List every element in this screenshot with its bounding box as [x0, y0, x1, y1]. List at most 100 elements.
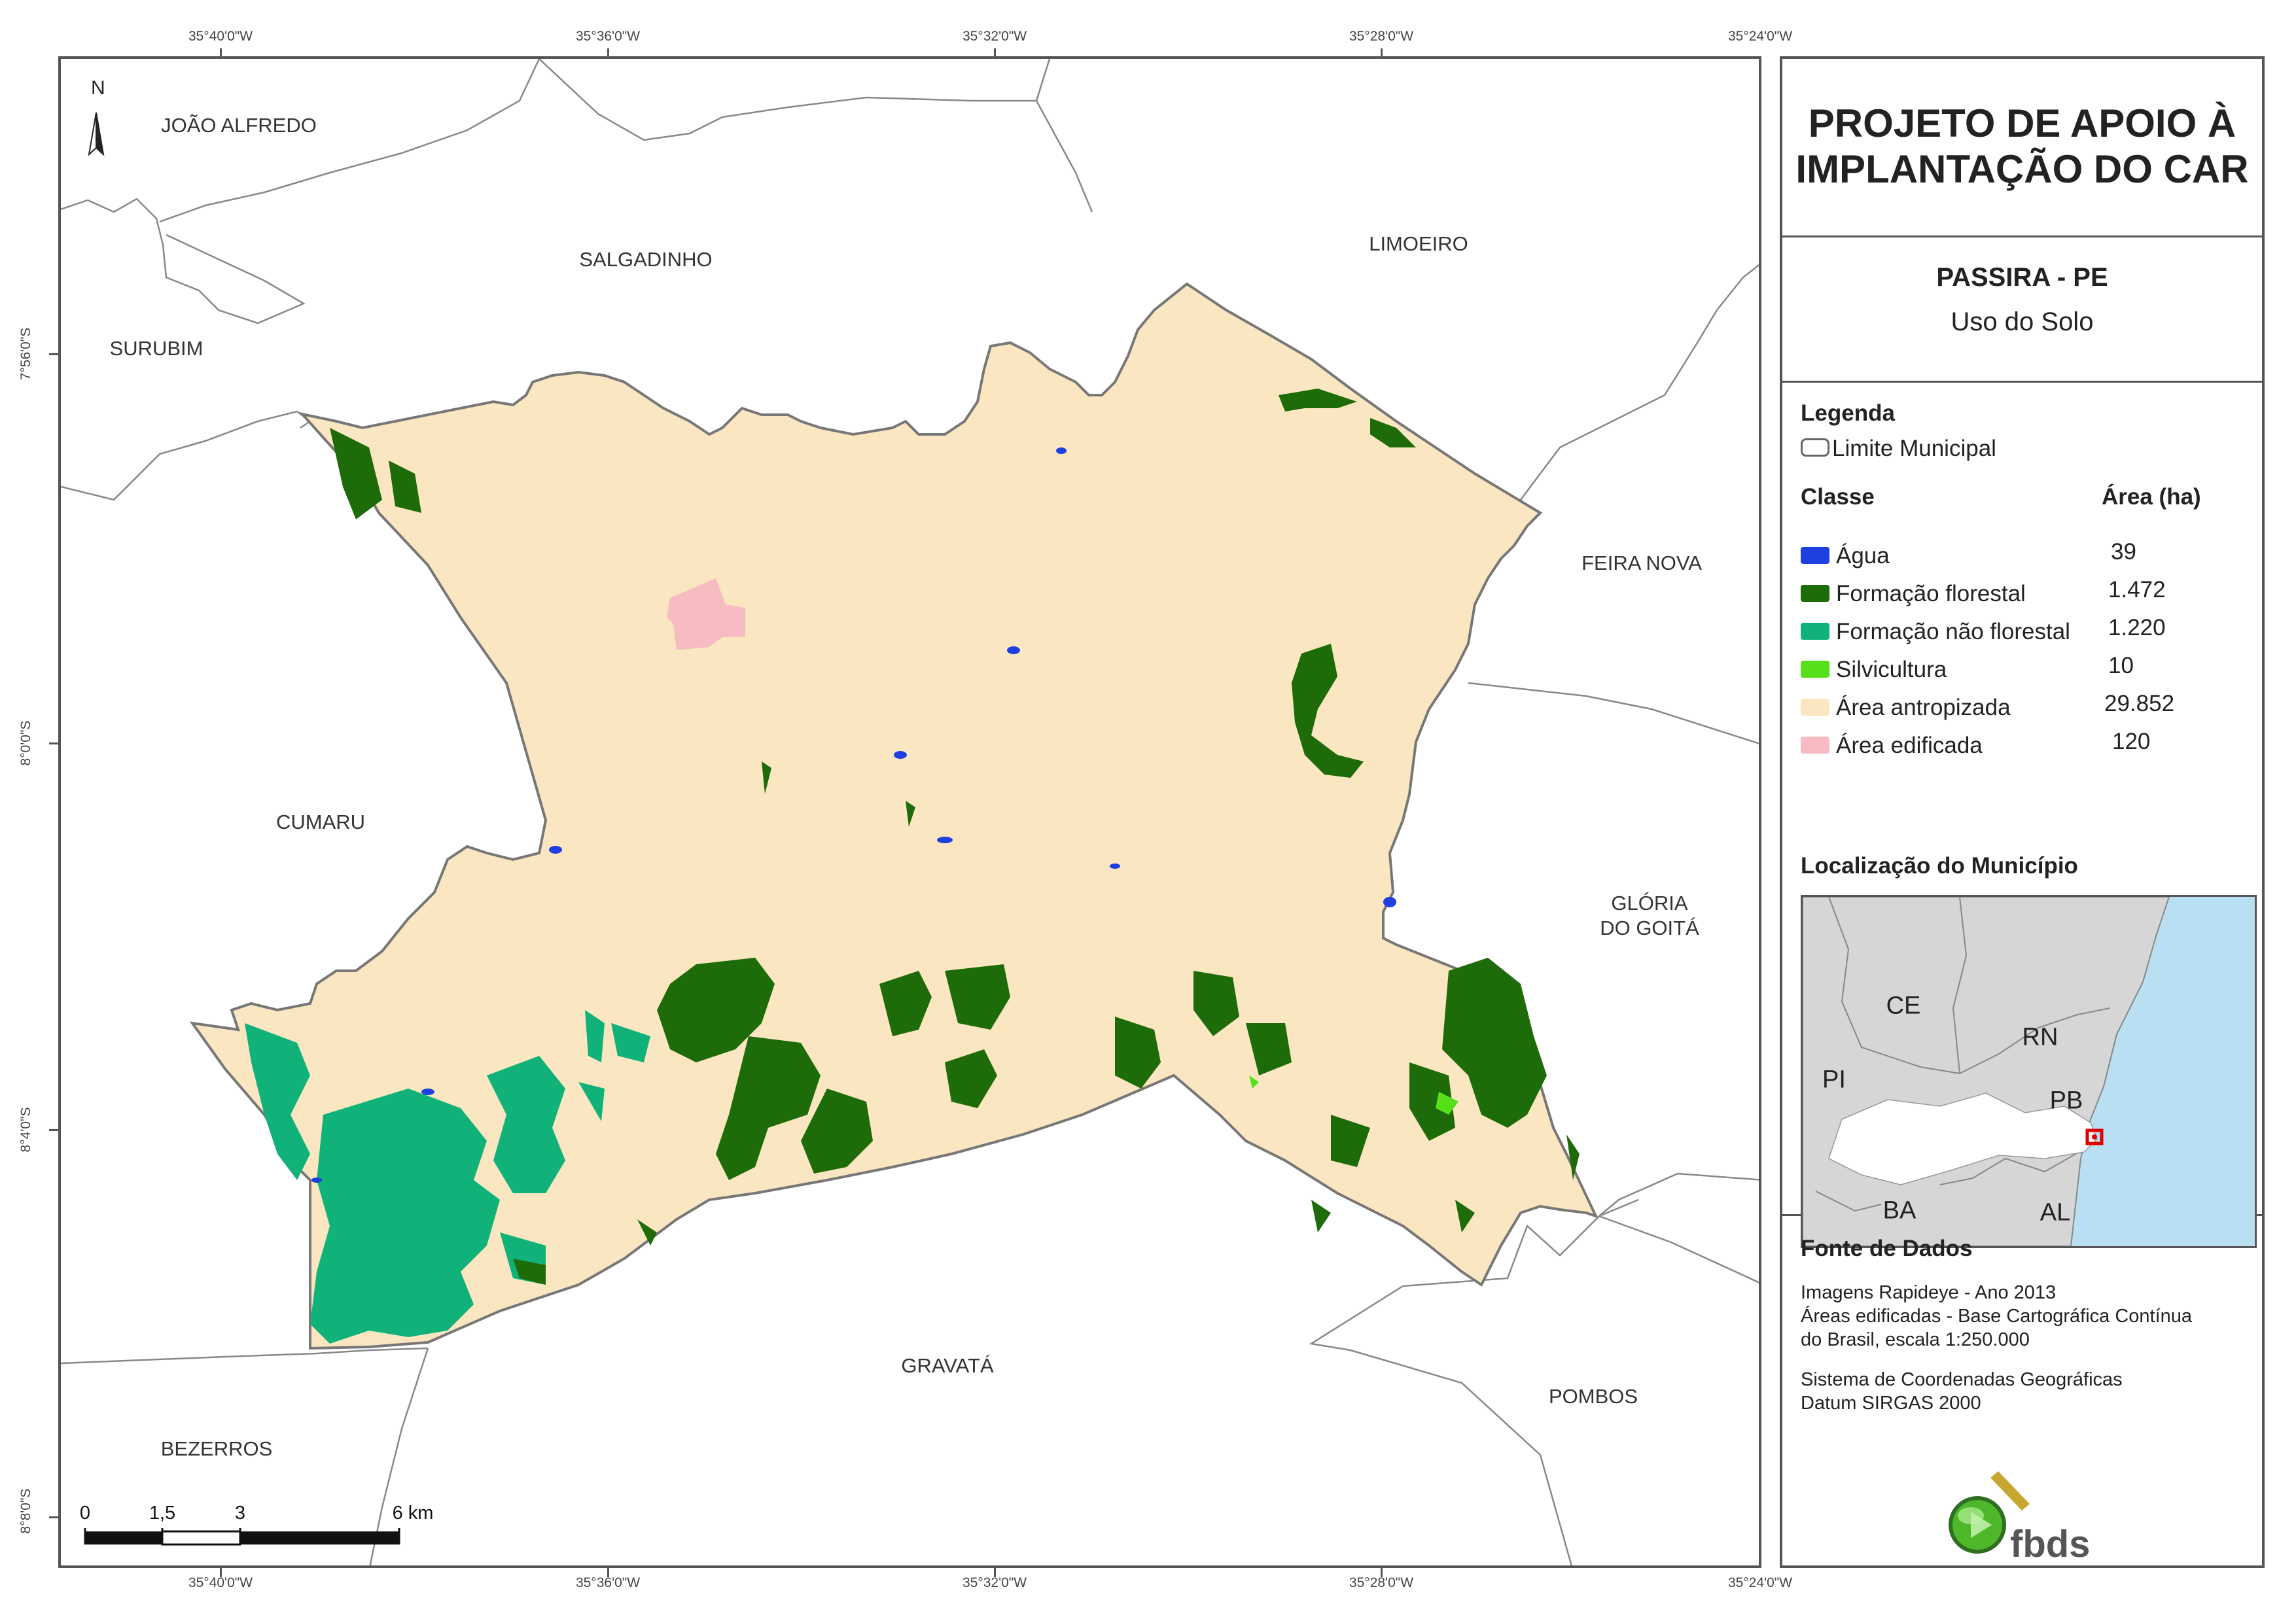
class-area: 29.852 — [2104, 691, 2175, 716]
source-line-4: Sistema de Coordenadas Geográficas — [1801, 1369, 2123, 1390]
silviculture-patches — [1249, 1075, 1458, 1115]
class-label: Água — [1836, 543, 1890, 568]
coord-top-5: 35°24'0"W — [1727, 29, 1793, 44]
tick — [49, 742, 58, 744]
area-heading: Área (ha) — [2102, 484, 2201, 510]
inset-label-al: AL — [2040, 1198, 2071, 1227]
coord-bottom-5: 35°24'0"W — [1727, 1575, 1793, 1590]
label-bezerros: BEZERROS — [160, 1437, 273, 1460]
label-cumaru: CUMARU — [275, 811, 366, 833]
source-line-3: do Brasil, escala 1:250.000 — [1801, 1329, 2030, 1350]
source-line-2: Áreas edificadas - Base Cartográfica Con… — [1801, 1306, 2193, 1327]
class-swatch — [1801, 623, 1829, 640]
tick — [1381, 1568, 1383, 1577]
theme-title: Uso do Solo — [1951, 307, 2094, 336]
coord-top-2: 35°36'0"W — [575, 29, 641, 44]
place-section: PASSIRA - PE Uso do Solo — [1782, 236, 2262, 383]
legend-panel: PROJETO DE APOIO À IMPLANTAÇÃO DO CAR PA… — [1780, 56, 2265, 1568]
tick — [220, 1568, 222, 1577]
label-pombos: POMBOS — [1548, 1385, 1638, 1408]
scale-label-1: 1,5 — [149, 1503, 176, 1524]
scale-label-3: 3 — [234, 1503, 246, 1524]
coord-bottom-2: 35°36'0"W — [575, 1575, 641, 1590]
scale-label-6: 6 km — [392, 1503, 434, 1524]
coord-top-1: 35°40'0"W — [188, 29, 253, 44]
label-joao-alfredo: JOÃO ALFREDO — [161, 114, 317, 137]
coord-left-1: 7°56'0"S — [18, 327, 33, 381]
label-limoeiro: LIMOEIRO — [1369, 232, 1468, 255]
tick — [49, 353, 58, 355]
inset-label-pi: PI — [1822, 1066, 1846, 1094]
legend-heading: Legenda — [1801, 400, 1895, 426]
source-heading: Fonte de Dados — [1801, 1236, 1973, 1261]
tick — [220, 48, 222, 58]
tick — [607, 48, 609, 58]
coord-bottom-3: 35°32'0"W — [962, 1575, 1027, 1590]
locator-svg — [1803, 897, 2170, 1246]
class-area: 120 — [2112, 729, 2151, 754]
tick — [49, 1129, 58, 1131]
coord-left-4: 8°8'0"S — [18, 1488, 33, 1534]
class-label: Área edificada — [1836, 733, 1983, 758]
forest-patches — [330, 389, 1580, 1285]
coord-top-3: 35°32'0"W — [962, 29, 1027, 44]
title-section: PROJETO DE APOIO À IMPLANTAÇÃO DO CAR — [1782, 59, 2262, 237]
class-area: 10 — [2108, 653, 2134, 678]
class-swatch — [1801, 585, 1829, 602]
inset-label-pb: PB — [2049, 1087, 2083, 1115]
legend-section: Legenda Limite Municipal Classe Área (ha… — [1782, 381, 2262, 1248]
class-area: 1.472 — [2108, 577, 2166, 602]
coord-bottom-1: 35°40'0"W — [188, 1575, 253, 1590]
urban-area — [667, 578, 745, 650]
label-surubim: SURUBIM — [109, 337, 203, 360]
location-heading: Localização do Município — [1801, 853, 2078, 879]
locator-map[interactable]: CE RN PI PB BA AL — [1801, 895, 2257, 1248]
inset-label-ce: CE — [1886, 992, 1921, 1020]
tick — [994, 1568, 996, 1577]
class-label: Silvicultura — [1836, 657, 1947, 682]
coord-left-2: 8°0'0"S — [18, 720, 33, 766]
tick — [1381, 48, 1383, 58]
fbds-logo-icon — [1949, 1471, 2030, 1554]
nonforest-patches — [245, 1010, 650, 1344]
inset-label-rn: RN — [2022, 1023, 2058, 1051]
coord-bottom-4: 35°28'0"W — [1349, 1575, 1414, 1590]
class-swatch — [1801, 737, 1829, 754]
label-gravata: GRAVATÁ — [901, 1354, 994, 1377]
coord-top-4: 35°28'0"W — [1349, 29, 1414, 44]
tick — [994, 48, 996, 58]
class-label: Área antropizada — [1836, 695, 2011, 720]
title-line-1: PROJETO DE APOIO À — [1808, 101, 2236, 145]
label-gloria-do-goita: GLÓRIA DO GOITÁ — [1600, 891, 1699, 941]
label-gloria-line1: GLÓRIA — [1611, 892, 1688, 915]
logo-text: fbds — [2010, 1523, 2091, 1565]
source-line-1: Imagens Rapideye - Ano 2013 — [1801, 1282, 2057, 1303]
source-section: Fonte de Dados Imagens Rapideye - Ano 20… — [1782, 1216, 2262, 1565]
north-arrow-icon — [88, 112, 105, 156]
class-swatch — [1801, 547, 1829, 564]
map-frame[interactable]: N JOÃO ALFREDO SALGADINHO LIMOEIRO SURUB… — [58, 56, 1761, 1568]
class-area: 39 — [2111, 539, 2136, 565]
class-area: 1.220 — [2108, 615, 2166, 640]
class-label: Formação não florestal — [1836, 619, 2070, 644]
class-swatch — [1801, 699, 1829, 716]
water-bodies — [311, 447, 1396, 1183]
place-title: PASSIRA - PE — [1936, 263, 2108, 292]
tick — [49, 1516, 58, 1518]
north-label: N — [91, 77, 105, 99]
class-swatch — [1801, 661, 1829, 678]
scale-bar — [84, 1528, 400, 1546]
inset-label-ba: BA — [1882, 1196, 1916, 1225]
class-label: Formação florestal — [1836, 581, 2026, 606]
coord-left-3: 8°4'0"S — [18, 1107, 33, 1153]
map-canvas — [61, 59, 1759, 1565]
title-line-2: IMPLANTAÇÃO DO CAR — [1795, 147, 2249, 191]
boundary-swatch — [1801, 438, 1829, 457]
label-gloria-line2: DO GOITÁ — [1600, 916, 1699, 939]
scale-label-0: 0 — [79, 1503, 91, 1524]
label-feira-nova: FEIRA NOVA — [1581, 551, 1702, 574]
boundary-label: Limite Municipal — [1832, 436, 1996, 461]
source-line-5: Datum SIRGAS 2000 — [1801, 1393, 1981, 1414]
class-heading: Classe — [1801, 484, 1875, 510]
label-salgadinho: SALGADINHO — [579, 248, 713, 271]
